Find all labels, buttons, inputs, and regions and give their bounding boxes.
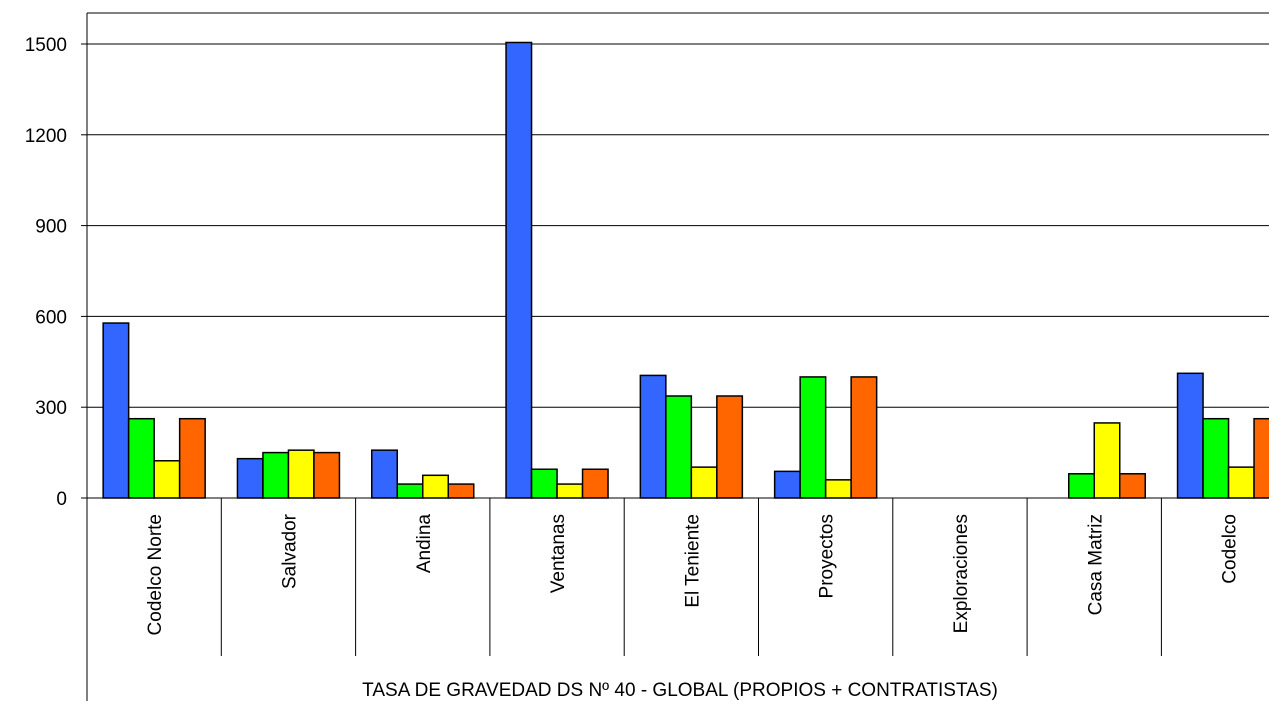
bar xyxy=(102,322,130,499)
y-tick-label: 1200 xyxy=(25,126,67,147)
x-axis-label: TASA DE GRAVEDAD DS Nº 40 - GLOBAL (PROP… xyxy=(362,680,998,701)
bar xyxy=(127,417,155,499)
bar xyxy=(1227,466,1255,499)
x-category-label: Casa Matriz xyxy=(1085,514,1106,615)
bar xyxy=(396,483,424,499)
bar xyxy=(153,460,181,499)
x-category-label: Codelco Norte xyxy=(145,514,166,635)
bar xyxy=(639,374,667,499)
bar xyxy=(1093,422,1121,499)
bar xyxy=(371,449,398,499)
bars xyxy=(102,41,1269,499)
bar xyxy=(799,376,827,499)
bar xyxy=(505,41,533,499)
bar xyxy=(530,468,558,499)
bar xyxy=(690,466,718,499)
bar xyxy=(1176,372,1204,499)
bar xyxy=(422,474,449,499)
x-category-label: El Teniente xyxy=(682,514,703,608)
bar xyxy=(1068,473,1095,499)
bar xyxy=(665,395,693,499)
axes xyxy=(81,12,1269,701)
x-category-label: Exploraciones xyxy=(951,514,972,633)
bar xyxy=(1253,417,1269,499)
bar xyxy=(556,483,584,499)
bar xyxy=(824,479,852,499)
x-category-label: Proyectos xyxy=(817,514,838,598)
y-tick-label: 1500 xyxy=(25,35,67,56)
bar xyxy=(287,449,315,499)
y-tick-label: 600 xyxy=(35,307,67,328)
bar xyxy=(850,376,878,499)
bar xyxy=(716,395,744,499)
x-category-label: Andina xyxy=(414,514,435,574)
y-tick-label: 0 xyxy=(56,489,67,510)
x-category-label: Ventanas xyxy=(548,514,569,593)
y-tick-label: 300 xyxy=(35,398,67,419)
bar xyxy=(1119,473,1146,499)
bar xyxy=(313,451,341,499)
bar xyxy=(773,470,801,499)
y-tick-labels: 0 300 600 900 1200 1500 xyxy=(25,35,67,510)
bar xyxy=(262,451,290,499)
bar xyxy=(236,457,264,499)
bar xyxy=(1202,417,1230,499)
x-category-label: Codelco xyxy=(1220,514,1241,584)
bar xyxy=(178,417,206,499)
y-tick-label: 900 xyxy=(35,217,67,238)
bar xyxy=(447,483,475,499)
bar xyxy=(581,468,609,499)
x-category-label: Salvador xyxy=(279,513,300,589)
gridlines xyxy=(87,43,1269,408)
x-category-labels: Codelco Norte Salvador Andina Ventanas El Te… xyxy=(145,513,1240,635)
